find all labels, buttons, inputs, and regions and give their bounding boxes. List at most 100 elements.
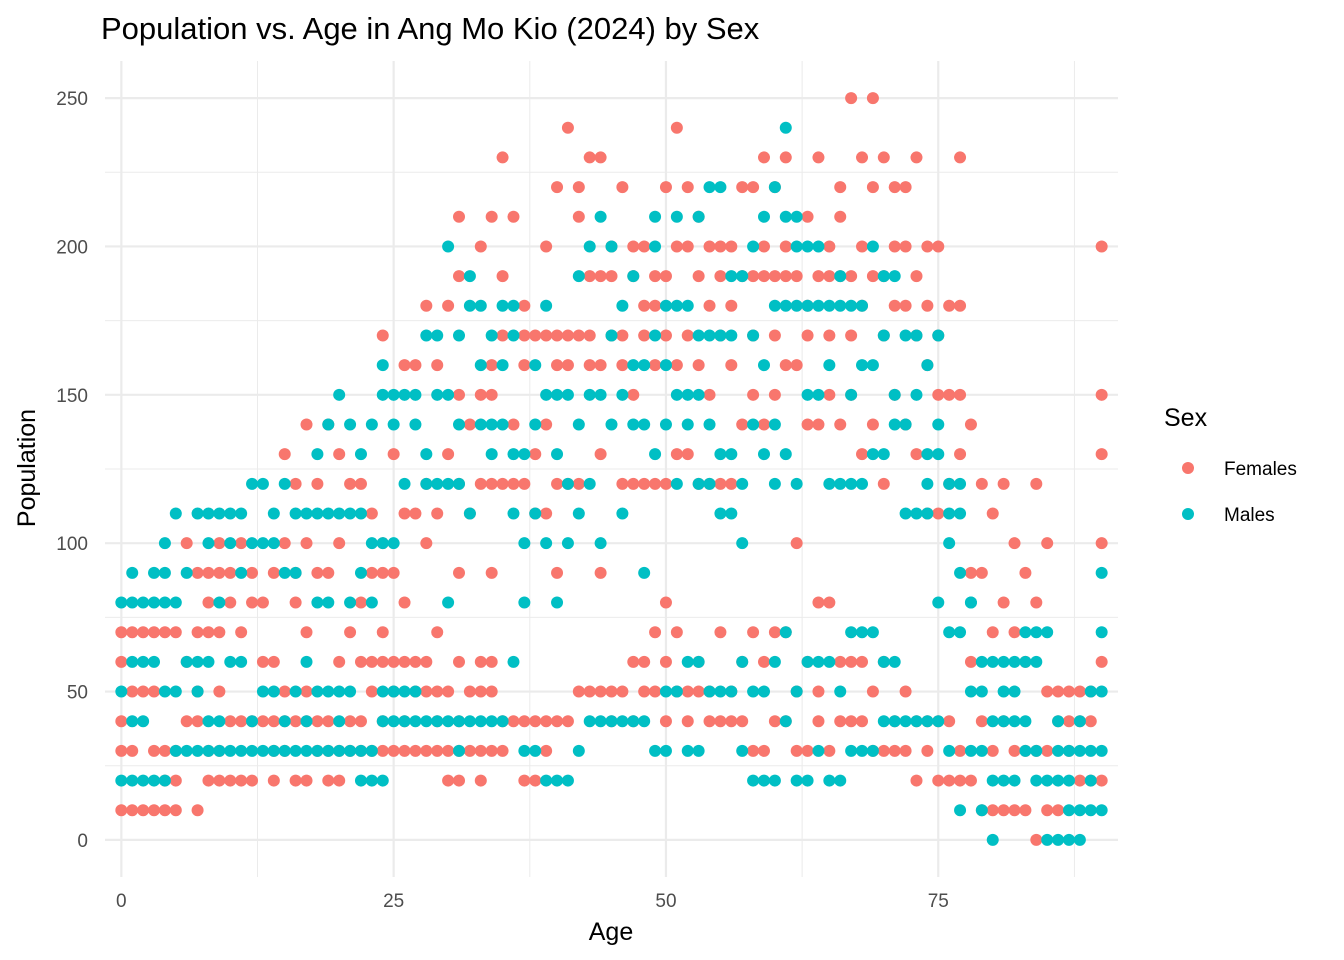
- data-point-males: [1062, 804, 1075, 817]
- data-point-males: [365, 418, 378, 431]
- data-point-males: [856, 299, 869, 312]
- data-point-females: [747, 181, 760, 194]
- data-point-males: [1073, 744, 1086, 757]
- data-point-females: [376, 655, 389, 668]
- data-point-males: [834, 685, 847, 698]
- data-point-males: [1041, 833, 1054, 846]
- data-point-males: [834, 299, 847, 312]
- data-point-males: [169, 744, 182, 757]
- data-point-males: [1030, 744, 1043, 757]
- y-tick-label: 100: [56, 534, 88, 555]
- data-point-females: [659, 477, 672, 490]
- data-point-males: [997, 715, 1010, 728]
- data-point-males: [496, 715, 509, 728]
- data-point-males: [801, 388, 814, 401]
- data-point-males: [823, 774, 836, 787]
- data-point-males: [605, 418, 618, 431]
- data-point-females: [235, 626, 248, 639]
- data-point-females: [572, 329, 585, 342]
- data-point-females: [768, 388, 781, 401]
- data-point-males: [877, 329, 890, 342]
- legend: Sex Females Males: [1164, 404, 1297, 526]
- data-point-females: [812, 151, 825, 164]
- data-point-females: [1030, 833, 1043, 846]
- data-point-males: [267, 537, 280, 550]
- data-point-males: [692, 329, 705, 342]
- data-point-females: [583, 685, 596, 698]
- data-point-females: [670, 121, 683, 134]
- data-point-females: [453, 270, 466, 283]
- data-point-males: [463, 270, 476, 283]
- data-point-males: [300, 507, 313, 520]
- data-point-females: [1095, 774, 1108, 787]
- data-point-females: [1095, 448, 1108, 461]
- data-point-females: [365, 566, 378, 579]
- data-point-females: [616, 359, 629, 372]
- data-point-males: [823, 299, 836, 312]
- data-point-females: [638, 240, 651, 253]
- data-point-females: [779, 240, 792, 253]
- data-point-females: [126, 804, 139, 817]
- data-point-females: [757, 744, 770, 757]
- data-point-females: [888, 299, 901, 312]
- data-point-females: [856, 151, 869, 164]
- data-point-males: [158, 685, 171, 698]
- data-point-males: [126, 715, 139, 728]
- data-point-females: [398, 744, 411, 757]
- data-point-males: [561, 388, 574, 401]
- data-point-females: [137, 685, 150, 698]
- data-point-males: [583, 388, 596, 401]
- data-point-males: [790, 210, 803, 223]
- data-point-males: [442, 240, 455, 253]
- data-point-females: [267, 655, 280, 668]
- data-point-females: [834, 655, 847, 668]
- data-point-males: [289, 507, 302, 520]
- data-point-females: [137, 804, 150, 817]
- data-point-females: [801, 329, 814, 342]
- data-point-males: [790, 240, 803, 253]
- data-point-males: [1084, 685, 1097, 698]
- data-point-females: [888, 744, 901, 757]
- data-point-females: [169, 804, 182, 817]
- data-point-females: [398, 655, 411, 668]
- data-point-males: [398, 388, 411, 401]
- data-point-males: [387, 685, 400, 698]
- data-point-females: [943, 299, 956, 312]
- data-point-males: [703, 477, 716, 490]
- data-point-males: [431, 329, 444, 342]
- data-point-males: [409, 388, 422, 401]
- data-point-females: [344, 715, 357, 728]
- data-point-females: [376, 329, 389, 342]
- data-point-males: [518, 537, 531, 550]
- data-point-females: [561, 359, 574, 372]
- data-point-males: [779, 210, 792, 223]
- data-point-males: [235, 566, 248, 579]
- data-point-females: [997, 477, 1010, 490]
- data-point-males: [354, 507, 367, 520]
- data-point-males: [594, 210, 607, 223]
- data-point-males: [736, 744, 749, 757]
- data-point-males: [845, 626, 858, 639]
- data-point-males: [453, 477, 466, 490]
- data-point-males: [1073, 833, 1086, 846]
- data-point-males: [344, 418, 357, 431]
- x-tick-label: 0: [116, 891, 127, 912]
- data-point-males: [932, 715, 945, 728]
- data-point-females: [801, 210, 814, 223]
- data-point-females: [845, 715, 858, 728]
- x-axis-title: Age: [589, 918, 633, 946]
- data-point-females: [681, 181, 694, 194]
- data-point-females: [551, 359, 564, 372]
- data-point-females: [322, 715, 335, 728]
- data-point-males: [856, 626, 869, 639]
- data-point-males: [453, 418, 466, 431]
- data-point-females: [616, 685, 629, 698]
- data-point-females: [866, 92, 879, 105]
- data-point-males: [1095, 685, 1108, 698]
- data-point-females: [866, 418, 879, 431]
- data-point-females: [1095, 655, 1108, 668]
- axis-ticks: 0 25 50 75 0 50 100 150 200 250: [56, 89, 949, 912]
- data-point-males: [289, 685, 302, 698]
- data-point-males: [747, 418, 760, 431]
- data-point-males: [725, 507, 738, 520]
